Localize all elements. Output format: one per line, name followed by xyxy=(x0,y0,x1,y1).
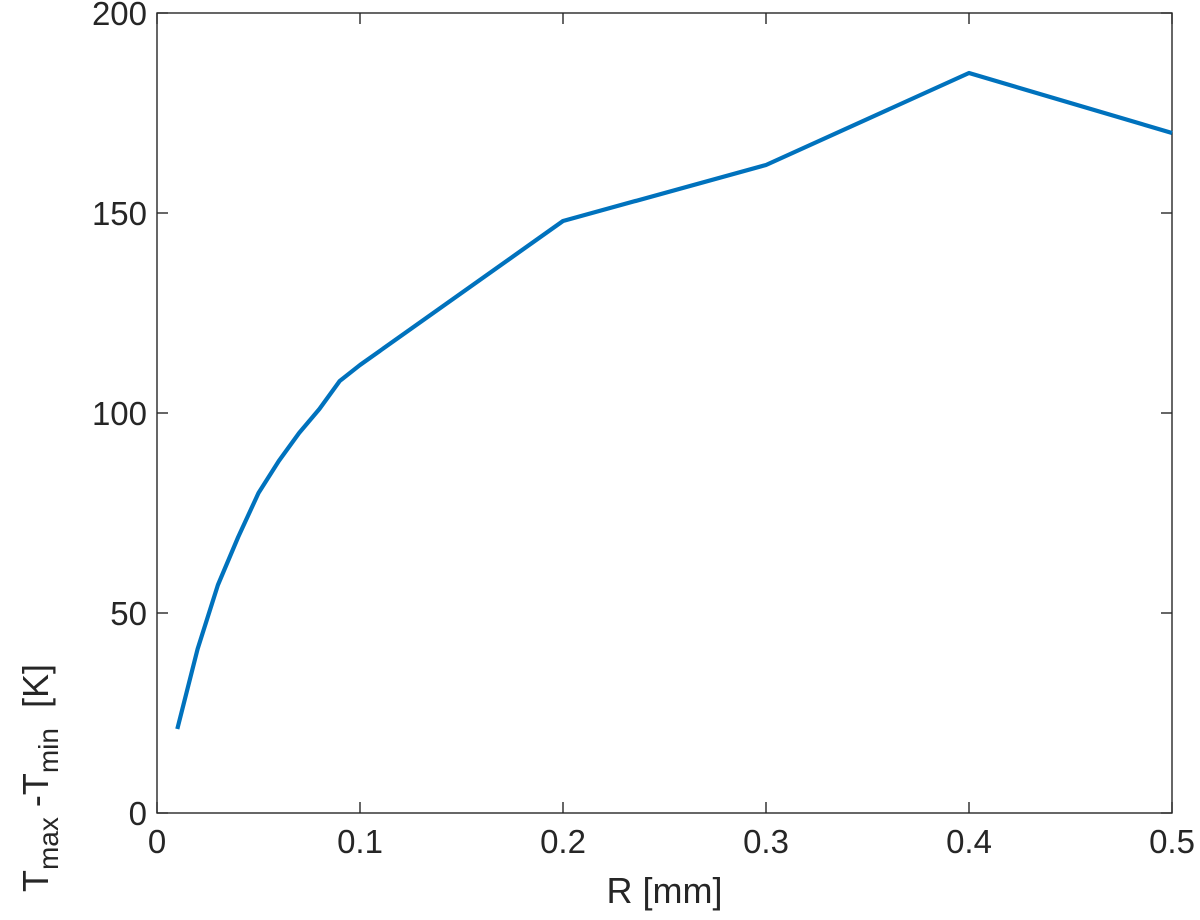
plot-area-box xyxy=(156,12,1173,814)
x-axis-label: R [mm] xyxy=(607,870,723,911)
series-lines xyxy=(175,70,1173,730)
y-axis-label-mid: -T xyxy=(15,773,56,817)
x-tick-label: 0.2 xyxy=(540,823,586,860)
x-tick-label: 0.5 xyxy=(1149,823,1195,860)
y-axis-label: Tmax -Tmin [K] xyxy=(15,664,64,892)
y-tick-label: 0 xyxy=(129,795,147,832)
y-axis-label-sub2: min xyxy=(33,728,64,773)
x-tick-label: 0 xyxy=(148,823,166,860)
y-tick-label: 200 xyxy=(92,0,147,32)
x-tick-label: 0.4 xyxy=(946,823,992,860)
series-line xyxy=(175,70,1173,730)
y-axis-label-base1: T xyxy=(15,870,56,892)
y-tick-label: 150 xyxy=(92,195,147,232)
y-axis-ticks: 0 50 100 150 200 xyxy=(92,0,1172,832)
x-axis-ticks: 0 0.1 0.2 0.3 0.4 0.5 xyxy=(148,13,1195,860)
axes xyxy=(156,12,1173,814)
y-tick-label: 100 xyxy=(92,395,147,432)
y-axis-label-unit: [K] xyxy=(15,664,56,728)
x-tick-label: 0.3 xyxy=(743,823,789,860)
y-axis-label-sub1: max xyxy=(33,817,64,870)
y-tick-label: 50 xyxy=(110,595,147,632)
x-tick-label: 0.1 xyxy=(337,823,383,860)
